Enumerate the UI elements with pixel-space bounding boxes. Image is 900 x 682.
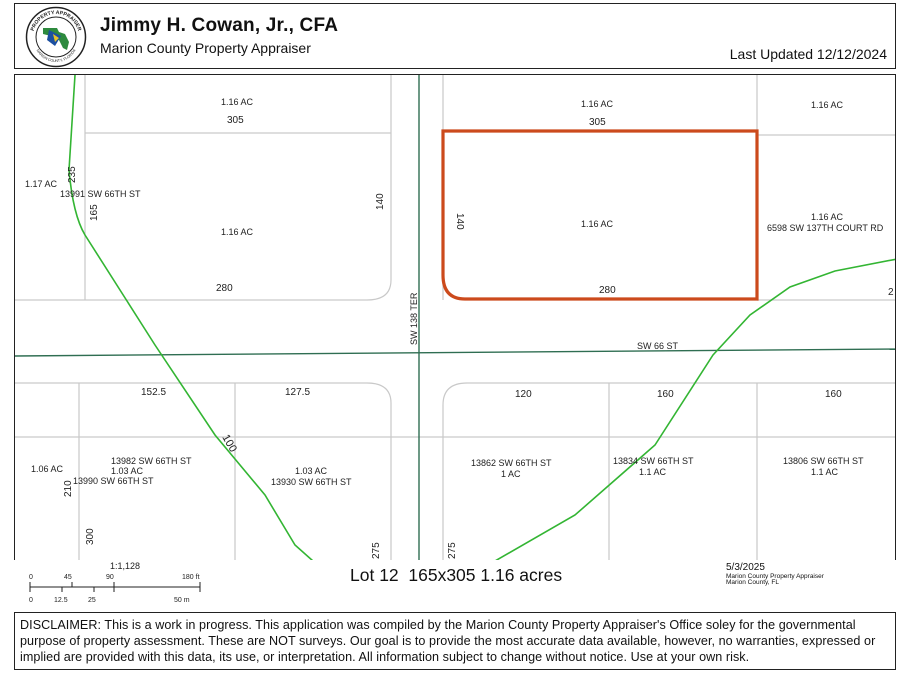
office-subtitle: Marion County Property Appraiser xyxy=(100,40,311,56)
dim-sw-top-1: 152.5 xyxy=(141,387,166,398)
parcel-map-canvas: SW 66 ST SW 138 TER 1.16 AC 305 1.16 AC … xyxy=(15,75,895,560)
address-se-2: 13834 SW 66TH ST xyxy=(613,456,694,466)
acreage-lot-center: 1.16 AC xyxy=(581,219,614,229)
dim-ne-edge: 2 xyxy=(888,287,894,298)
address-sw-far: 13990 SW 66TH ST xyxy=(73,476,154,486)
address-se-3: 13806 SW 66TH ST xyxy=(783,456,864,466)
acreage-se-1: 1 AC xyxy=(501,469,521,479)
dim-se-top-3: 160 xyxy=(825,389,842,400)
acreage-se-3: 1.1 AC xyxy=(811,467,839,477)
address-far-west: 13991 SW 66TH ST xyxy=(60,189,141,199)
dim-se-top-1: 120 xyxy=(515,389,532,400)
dim-far-west-side: 165 xyxy=(89,204,100,221)
header-panel: PROPERTY APPRAISER MARION COUNTY, FLORID… xyxy=(14,3,896,69)
scale-m-tick-0: 0 xyxy=(29,597,33,604)
dim-bottom-2: 275 xyxy=(447,542,458,559)
road-label-sw-66-st: SW 66 ST xyxy=(637,341,679,351)
dim-sw-diag: 100 xyxy=(219,433,239,455)
address-se-1: 13862 SW 66TH ST xyxy=(471,458,552,468)
address-sw-2: 13930 SW 66TH ST xyxy=(271,477,352,487)
scale-ft-tick-0: 0 xyxy=(29,574,33,581)
print-info: 5/3/2025 Marion County Property Appraise… xyxy=(726,562,824,587)
dim-lot-bottom: 280 xyxy=(599,285,616,296)
dim-lot-left: 140 xyxy=(454,213,465,230)
dim-lot-top: 305 xyxy=(589,117,606,128)
scale-m-tick-1: 12.5 xyxy=(54,597,68,604)
parcel-lines xyxy=(15,75,895,560)
acreage-ne-middle: 1.16 AC xyxy=(811,212,844,222)
dim-far-west-diag: 235 xyxy=(67,166,78,183)
dim-sw-top-2: 127.5 xyxy=(285,387,310,398)
sw-66-st-centerline xyxy=(15,348,895,357)
dim-bottom-1: 275 xyxy=(371,542,382,559)
acreage-ne-top: 1.16 AC xyxy=(811,100,844,110)
dim-sw-side-2: 300 xyxy=(85,528,96,545)
acreage-sw-2: 1.03 AC xyxy=(295,466,328,476)
map-footer: 1:1,128 0 45 90 180 ft 0 12.5 25 50 m Lo… xyxy=(14,560,896,608)
disclaimer-box: DISCLAIMER: This is a work in progress. … xyxy=(14,612,896,670)
dim-nw-right: 140 xyxy=(375,193,386,210)
address-sw-1: 13982 SW 66TH ST xyxy=(111,456,192,466)
print-info-line-1: Marion County Property Appraiser xyxy=(726,572,824,580)
address-ne: 6598 SW 137TH COURT RD xyxy=(767,223,884,233)
dim-se-top-2: 160 xyxy=(657,389,674,400)
last-updated-label: Last Updated 12/12/2024 xyxy=(729,46,887,62)
parcel-map[interactable]: SW 66 ST SW 138 TER 1.16 AC 305 1.16 AC … xyxy=(14,74,896,560)
lot-caption: Lot 12 165x305 1.16 acres xyxy=(350,565,563,585)
subject-lot-outline[interactable] xyxy=(441,129,759,301)
scale-ft-tick-3: 180 ft xyxy=(182,574,200,581)
dim-nw-top: 305 xyxy=(227,115,244,126)
property-appraiser-seal-icon: PROPERTY APPRAISER MARION COUNTY, FLORID… xyxy=(25,6,87,68)
acreage-sw-far: 1.06 AC xyxy=(31,464,64,474)
dim-sw-side: 210 xyxy=(63,480,74,497)
scale-ratio: 1:1,128 xyxy=(110,561,140,571)
print-info-line-2: Marion County, FL xyxy=(726,579,779,587)
acreage-lot-top: 1.16 AC xyxy=(581,99,614,109)
road-label-sw-138-ter: SW 138 TER xyxy=(409,292,419,345)
road-centerlines xyxy=(15,75,895,560)
acreage-nw-middle: 1.16 AC xyxy=(221,227,254,237)
scale-ft-tick-1: 45 xyxy=(64,574,72,581)
appraiser-name-title: Jimmy H. Cowan, Jr., CFA xyxy=(100,15,339,36)
watercourse xyxy=(68,75,895,560)
acreage-far-west: 1.17 AC xyxy=(25,179,58,189)
scale-bar: 1:1,128 0 45 90 180 ft 0 12.5 25 50 m xyxy=(29,561,201,604)
acreage-se-2: 1.1 AC xyxy=(639,467,667,477)
scale-ft-tick-2: 90 xyxy=(106,574,114,581)
acreage-sw-1: 1.03 AC xyxy=(111,466,144,476)
scale-m-tick-2: 25 xyxy=(88,597,96,604)
dim-nw-bottom: 280 xyxy=(216,283,233,294)
acreage-nw-top: 1.16 AC xyxy=(221,97,254,107)
scale-m-tick-3: 50 m xyxy=(174,597,190,604)
print-date: 5/3/2025 xyxy=(726,562,765,573)
